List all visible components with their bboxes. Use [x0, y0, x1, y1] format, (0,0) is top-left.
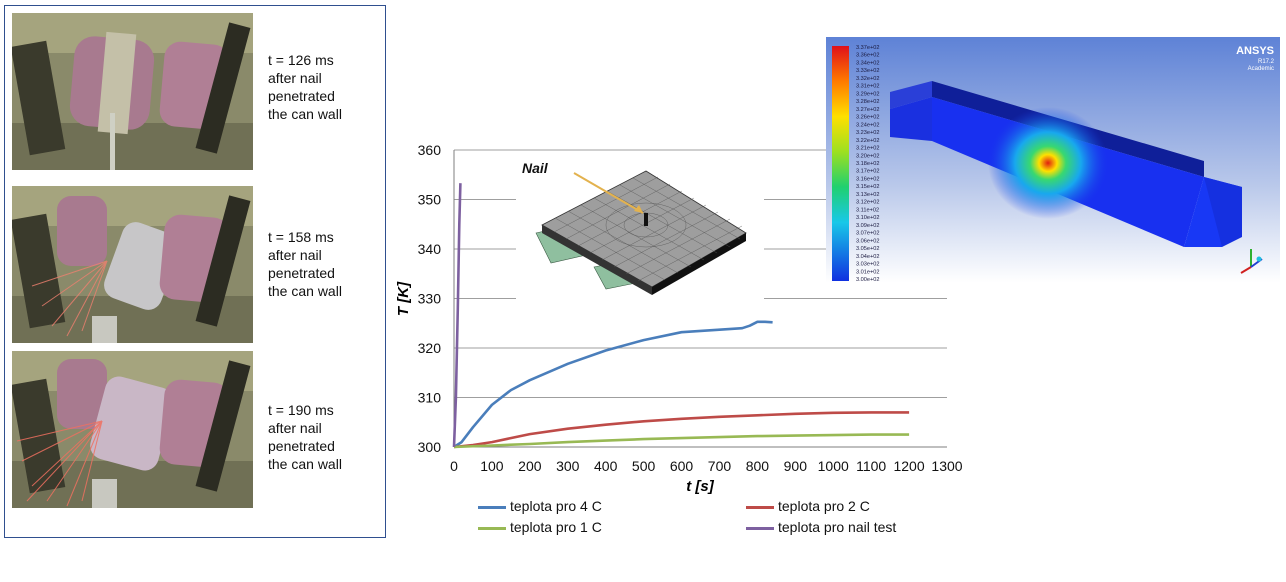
legend-value-22: 3.10e+02: [856, 215, 880, 221]
legend-value-25: 3.06e+02: [856, 238, 880, 244]
legend-item-4c: teplota pro 4 C: [478, 498, 602, 514]
y-tick-label-310: 310: [418, 390, 442, 406]
legend-item-1c: teplota pro 1 C: [478, 519, 602, 535]
y-tick-label-360: 360: [418, 142, 442, 158]
x-tick-label-200: 200: [518, 458, 542, 474]
x-tick-label-600: 600: [670, 458, 694, 474]
chart-axes: [453, 150, 947, 448]
caption-190ms: t = 190 ms after nail penetrated the can…: [268, 402, 342, 472]
ansys-logo: ANSYS: [1236, 45, 1274, 57]
legend-value-7: 3.28e+02: [856, 99, 880, 105]
series-line-2: [453, 433, 910, 449]
ansys-version: R17.2: [1258, 59, 1275, 65]
nail-test-photo-158ms: [12, 186, 253, 343]
x-tick-label-1100: 1100: [856, 458, 886, 474]
legend-value-26: 3.05e+02: [856, 246, 880, 252]
legend-value-6: 3.29e+02: [856, 91, 880, 97]
legend-value-27: 3.04e+02: [856, 254, 880, 260]
x-tick-label-1300: 1300: [931, 458, 962, 474]
photo-panel: [4, 5, 386, 538]
legend-value-8: 3.27e+02: [856, 107, 880, 113]
legend-value-21: 3.11e+02: [856, 207, 879, 213]
legend-value-4: 3.32e+02: [856, 76, 880, 82]
y-axis-label: T [K]: [395, 281, 412, 316]
x-tick-label-500: 500: [632, 458, 656, 474]
temperature-chart: 300 310 320 330 340 350 360 0 100 200 300 400 500 60…: [395, 142, 963, 495]
ansys-color-legend: 3.37e+02 3.36e+023.34e+02 3.33e+02 3.32e+02…: [856, 45, 880, 283]
y-tick-label-350: 350: [418, 192, 442, 208]
y-tick-label-330: 330: [418, 291, 442, 307]
legend-value-3: 3.33e+02: [856, 68, 880, 74]
legend-value-11: 3.23e+02: [856, 130, 880, 136]
series-line-0: [453, 320, 773, 449]
legend-value-10: 3.24e+02: [856, 122, 880, 128]
x-tick-label-800: 800: [746, 458, 770, 474]
legend-value-30: 3.00e+02: [856, 277, 880, 283]
caption-126ms: t = 126 ms after nail penetrated the can…: [268, 52, 342, 122]
y-tick-label-340: 340: [418, 241, 442, 257]
legend-value-1: 3.36e+02: [856, 53, 880, 59]
x-tick-label-300: 300: [556, 458, 580, 474]
y-tick-label-300: 300: [418, 439, 442, 455]
mesh-inset: Nail: [516, 155, 764, 299]
series-line-1: [453, 411, 910, 449]
legend-value-13: 3.21e+02: [856, 146, 880, 152]
x-tick-label-100: 100: [480, 458, 504, 474]
x-tick-labels: 0 100 200 300 400 500 600 700 800 900 1000 1100 1200…: [450, 458, 963, 474]
nail-label: Nail: [522, 160, 549, 176]
legend-value-17: 3.16e+02: [856, 176, 880, 182]
legend-value-16: 3.17e+02: [856, 169, 880, 175]
axis-triad-icon: [1240, 249, 1263, 274]
x-tick-label-1000: 1000: [818, 458, 849, 474]
legend-value-14: 3.20e+02: [856, 153, 880, 159]
series-line-3: [452, 183, 462, 448]
x-tick-label-700: 700: [708, 458, 732, 474]
y-tick-labels: 300 310 320 330 340 350 360: [418, 142, 442, 455]
chart-series: [452, 183, 910, 449]
legend-value-29: 3.01e+02: [856, 269, 880, 275]
legend-value-24: 3.07e+02: [856, 231, 880, 237]
x-tick-label-1200: 1200: [893, 458, 924, 474]
legend-item-nail-test: teplota pro nail test: [746, 519, 896, 535]
legend-value-2: 3.34e+02: [856, 60, 880, 66]
legend-value-28: 3.03e+02: [856, 262, 880, 268]
legend-value-18: 3.15e+02: [856, 184, 880, 190]
y-tick-label-320: 320: [418, 340, 442, 356]
legend-value-5: 3.31e+02: [856, 84, 880, 90]
legend-value-12: 3.22e+02: [856, 138, 880, 144]
x-tick-label-0: 0: [450, 458, 458, 474]
nail-test-photo-126ms: [12, 13, 253, 170]
legend-value-9: 3.26e+02: [856, 115, 880, 121]
legend-value-0: 3.37e+02: [856, 45, 880, 51]
nail-test-photo-190ms: [12, 351, 253, 508]
x-axis-label: t [s]: [686, 478, 715, 495]
legend-value-15: 3.18e+02: [856, 161, 880, 167]
legend-item-2c: teplota pro 2 C: [746, 498, 870, 514]
legend-value-23: 3.09e+02: [856, 223, 880, 229]
x-tick-label-900: 900: [784, 458, 808, 474]
legend-value-19: 3.13e+02: [856, 192, 880, 198]
ansys-edition: Academic: [1248, 66, 1274, 72]
ansys-simulation-view: 3.37e+02 3.36e+02 3.34e+02 3.33e+02 3.32e+02…: [826, 37, 1280, 283]
x-tick-label-400: 400: [594, 458, 618, 474]
caption-158ms: t = 158 ms after nail penetrated the can…: [268, 229, 342, 299]
legend-value-20: 3.12e+02: [856, 200, 880, 206]
